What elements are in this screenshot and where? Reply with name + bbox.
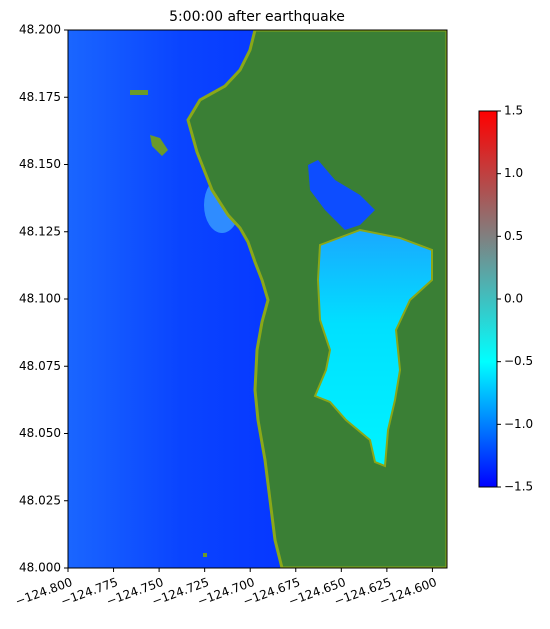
bay [313,228,433,468]
inlet [308,160,375,230]
y-tick-label: 48.075 [19,359,61,373]
y-tick-label: 48.200 [19,23,61,37]
colorbar-tick-label: −1.0 [504,417,533,431]
y-tick-label: 48.000 [19,561,61,575]
colorbar-tick-label: 0.0 [504,292,523,306]
map-area [68,30,447,568]
colorbar-tick-label: 0.5 [504,229,523,243]
colorbar-tick-label: −0.5 [504,354,533,368]
colorbar-tick-label: −1.5 [504,480,533,494]
y-tick-label: 48.100 [19,292,61,306]
y-tick-label: 48.125 [19,224,61,238]
y-tick-label: 48.175 [19,90,61,104]
colorbar [478,110,498,488]
y-tick-label: 48.050 [19,426,61,440]
chart-title: 5:00:00 after earthquake [169,9,345,25]
colorbar-tick-label: 1.0 [504,166,523,180]
colorbar-tick-label: 1.5 [504,104,523,118]
y-tick-label: 48.150 [19,157,61,171]
island [150,135,168,156]
island [130,90,148,95]
island [203,553,207,557]
y-tick-label: 48.025 [19,493,61,507]
